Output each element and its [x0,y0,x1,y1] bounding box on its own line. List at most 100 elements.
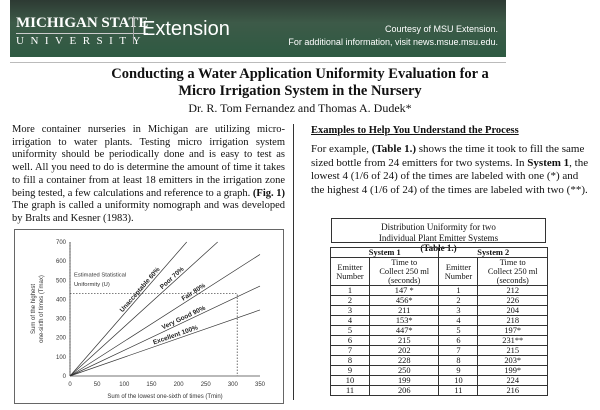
y-tick-label: 500 [56,278,67,284]
table-cell: 11 [438,385,479,396]
table-caption: Distribution Uniformity for two Individua… [331,218,546,253]
table-cell: 2 [438,295,479,306]
table-cell: 224 [477,375,548,386]
extension-label: Extension [142,18,230,40]
logo-text: MICHIGAN STATE [16,15,149,34]
table-cell: 6 [438,335,479,346]
table-row: 5 447* 5 197* [330,325,548,336]
table-cell: 215 [368,335,440,346]
table-cell: 9 [438,365,479,376]
system-2-header: System 2 [438,247,548,258]
table-cell: 9 [330,365,370,376]
col-header: Emitter Number [438,257,479,286]
col-header: Time to Collect 250 ml (seconds) [368,257,440,286]
table-cell: 8 [438,355,479,366]
series-label: Fair 80% [181,282,207,302]
uniformity-line [69,309,261,377]
table-cell: 250 [368,365,440,376]
x-tick-label: 0 [68,382,72,388]
table-row: 11 206 11 216 [330,385,548,396]
y-tick-label: 600 [56,259,67,265]
uniformity-line [69,241,218,377]
y-axis-label: Sum of the highest [31,284,37,334]
table-cell: 211 [368,305,440,316]
table-cell: 8 [330,355,370,366]
x-tick-label: 200 [174,382,185,388]
x-tick-label: 250 [201,382,212,388]
table-cell: 218 [477,315,548,326]
table-cell: 147 * [368,285,440,296]
table-row: 8 228 8 203* [330,355,548,366]
table-cell: 4 [330,315,370,326]
table-row: 4 153* 4 218 [330,315,548,326]
courtesy-text: Courtesy of MSU Extension. [384,24,498,34]
msu-extension-banner: MICHIGAN STATE UNIVERSITY Extension Cour… [10,0,506,57]
y-tick-label: 0 [63,374,67,380]
caption-line: Individual Plant Emitter Systems [378,232,499,243]
table-row: 7 202 7 215 [330,345,548,356]
series-label: Very Good 90% [161,305,207,332]
annotation: Estimated Statistical [74,272,126,278]
table-cell: 206 [368,385,440,396]
table-cell: 7 [438,345,479,356]
system-reference: System 1 [527,156,570,169]
text: shows the time it took to fill the same … [311,143,585,169]
table-row: 2 456* 2 226 [330,295,548,306]
table-cell: 10 [330,375,370,386]
y-axis-label: one-sixth of times (Tmax) [39,275,45,343]
table-cell: 215 [477,345,548,356]
table-cell: 3 [330,305,370,316]
y-tick-label: 200 [56,336,67,342]
table-cell: 199* [477,365,548,376]
table-cell: 447* [368,325,440,336]
chart-svg: 0 50 100 150 200 250 300 350 0 100 200 300 400 500 600… [31,240,266,400]
section-heading: Examples to Help You Understand the Proc… [311,125,519,136]
table-cell: 5 [330,325,370,336]
text: For example, [311,143,372,155]
table-cell: 228 [368,355,440,366]
x-tick-label: 300 [228,382,239,388]
y-tick-label: 100 [56,355,67,361]
table-reference: (Table 1.) [371,143,417,155]
table-row: 1 147 * 1 212 [330,285,548,296]
table-cell: 2 [330,295,370,306]
table-cell: 216 [477,385,548,396]
courtesy-note: Courtesy of MSU Extension. For additional… [288,23,498,49]
series-label: Excellent 100% [152,324,199,346]
divider [10,62,506,63]
x-tick-label: 100 [119,382,130,388]
x-axis-label: Sum of the lowest one-sixth of times (Tm… [107,394,222,400]
x-tick-label: 50 [94,382,101,388]
y-tick-label: 400 [56,297,67,303]
page-title: Conducting a Water Application Uniformit… [0,66,600,100]
text: The graph is called a uniformity nomogra… [12,200,285,224]
x-tick-label: 150 [146,382,157,388]
table-cell: 153* [368,315,440,326]
table-cell: 204 [477,305,548,316]
table-row: 6 215 6 231** [330,335,548,346]
system-1-header: System 1 [329,247,440,258]
table-cell: 1 [330,285,370,296]
logo-text-university: UNIVERSITY [16,35,147,47]
text: More container nurseries in Michigan are… [12,124,285,199]
table-cell: 10 [438,375,479,386]
title-line: Micro Irrigation System in the Nursery [178,83,422,99]
intro-paragraph: More container nurseries in Michigan are… [12,124,285,226]
uniformity-line [69,241,187,377]
title-line: Conducting a Water Application Uniformit… [111,66,489,82]
uniformity-table: System 1 System 2 Emitter Number Time to Co… [329,247,548,396]
table-cell: 11 [330,385,370,396]
table-cell: 3 [438,305,479,316]
example-paragraph: For example, (Table 1.) shows the time i… [311,143,591,198]
table-cell: 4 [438,315,479,326]
table-cell: 197* [477,325,548,336]
table-cell: 456* [368,295,440,306]
table-cell: 199 [368,375,440,386]
annotation: Uniformity (U) [74,282,110,288]
figure-reference: (Fig. 1) [252,187,285,199]
column-divider [293,124,294,400]
table-cell: 231** [477,335,548,346]
y-tick-label: 700 [56,240,67,246]
table-cell: 226 [477,295,548,306]
table-cell: 212 [477,285,548,296]
